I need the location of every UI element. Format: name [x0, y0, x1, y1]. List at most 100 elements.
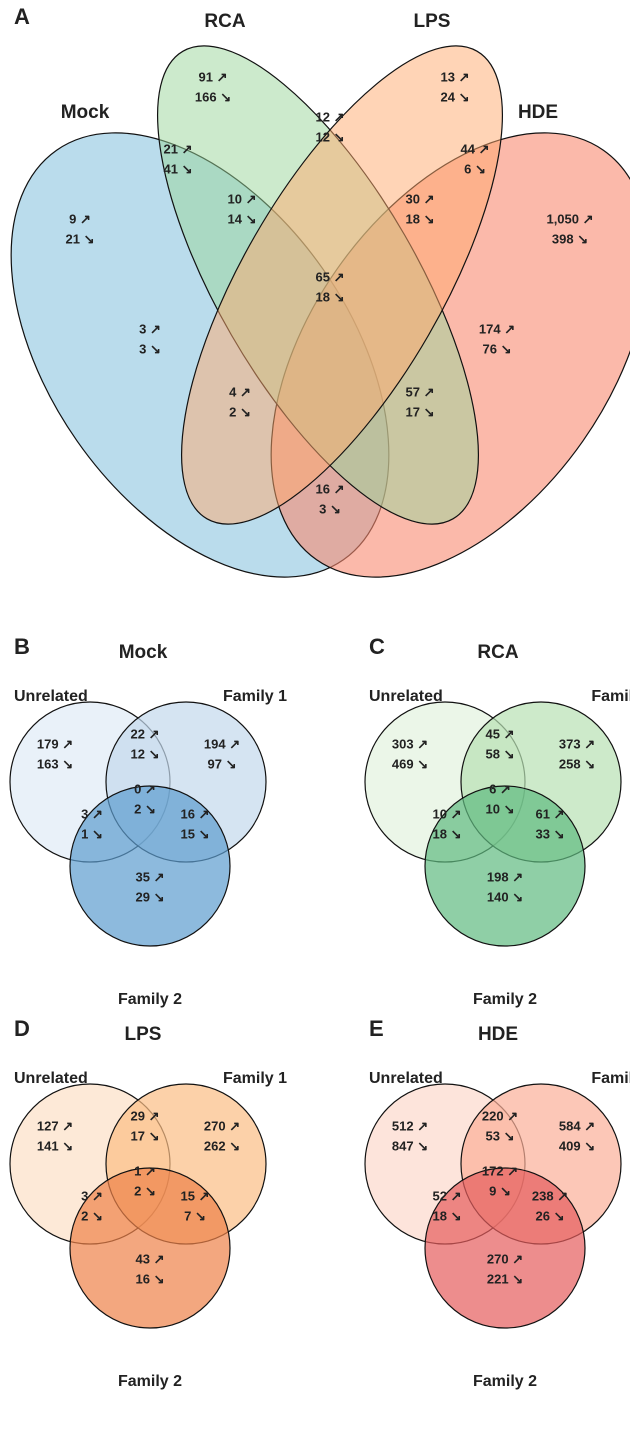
set-label: Unrelated: [14, 1070, 88, 1087]
region-up: 9 ↗: [69, 211, 91, 226]
panel-title: LPS: [125, 1024, 162, 1045]
region-up: 22 ↗: [131, 726, 160, 741]
region-up: 3 ↗: [81, 1188, 103, 1203]
region-up: 3 ↗: [139, 321, 161, 336]
region-down: 14 ↘: [228, 211, 257, 226]
venn-a: [10, 45, 630, 578]
region-down: 97 ↘: [208, 756, 237, 771]
set-label: RCA: [204, 11, 245, 32]
region-down: 3 ↘: [319, 501, 341, 516]
region-up: 270 ↗: [487, 1251, 523, 1266]
region-down: 262 ↘: [204, 1138, 240, 1153]
region-up: 303 ↗: [392, 736, 428, 751]
region-up: 13 ↗: [441, 69, 470, 84]
set-label: Family 2: [118, 991, 182, 1008]
region-down: 12 ↘: [131, 746, 160, 761]
region-up: 127 ↗: [37, 1118, 73, 1133]
region-up: 174 ↗: [479, 321, 515, 336]
region-down: 2 ↘: [229, 404, 251, 419]
region-down: 17 ↘: [131, 1128, 160, 1143]
panel-title: RCA: [477, 642, 518, 663]
region-down: 1 ↘: [81, 826, 103, 841]
set-circle: [69, 1167, 231, 1329]
region-up: 61 ↗: [536, 806, 565, 821]
region-up: 172 ↗: [482, 1163, 518, 1178]
region-up: 15 ↗: [181, 1188, 210, 1203]
region-up: 220 ↗: [482, 1108, 518, 1123]
set-label: Unrelated: [369, 1070, 443, 1087]
region-up: 0 ↗: [134, 781, 156, 796]
region-up: 3 ↗: [81, 806, 103, 821]
region-down: 398 ↘: [552, 231, 588, 246]
region-up: 91 ↗: [199, 69, 228, 84]
set-label: Family 2: [473, 991, 537, 1008]
region-up: 179 ↗: [37, 736, 73, 751]
region-down: 26 ↘: [536, 1208, 565, 1223]
region-down: 7 ↘: [184, 1208, 206, 1223]
region-up: 16 ↗: [316, 481, 345, 496]
region-up: 35 ↗: [136, 869, 165, 884]
region-down: 6 ↘: [464, 161, 486, 176]
region-down: 76 ↘: [483, 341, 512, 356]
set-circle: [424, 1167, 586, 1329]
region-down: 469 ↘: [392, 756, 428, 771]
region-down: 9 ↘: [489, 1183, 511, 1198]
set-label: Family: [591, 688, 630, 705]
region-down: 140 ↘: [487, 889, 523, 904]
set-label: Family 1: [223, 688, 287, 705]
set-ellipse: [181, 45, 503, 525]
panel-letter: D: [14, 1016, 30, 1041]
panel-letter: B: [14, 634, 30, 659]
region-up: 21 ↗: [164, 141, 193, 156]
set-label: Family 2: [118, 1373, 182, 1390]
panel-letter: C: [369, 634, 385, 659]
set-label: Unrelated: [14, 688, 88, 705]
region-down: 847 ↘: [392, 1138, 428, 1153]
region-down: 24 ↘: [441, 89, 470, 104]
region-up: 12 ↗: [316, 109, 345, 124]
region-down: 18 ↘: [316, 289, 345, 304]
region-down: 16 ↘: [136, 1271, 165, 1286]
region-up: 10 ↗: [433, 806, 462, 821]
region-up: 29 ↗: [131, 1108, 160, 1123]
region-down: 258 ↘: [559, 756, 595, 771]
region-down: 18 ↘: [433, 826, 462, 841]
set-label: Family 1: [223, 1070, 287, 1087]
set-circle: [69, 785, 231, 947]
panel-letter: A: [14, 4, 30, 29]
region-up: 43 ↗: [136, 1251, 165, 1266]
region-up: 1,050 ↗: [546, 211, 593, 226]
region-up: 44 ↗: [461, 141, 490, 156]
region-down: 41 ↘: [164, 161, 193, 176]
region-up: 65 ↗: [316, 269, 345, 284]
set-label: Family: [591, 1070, 630, 1087]
region-up: 512 ↗: [392, 1118, 428, 1133]
panel-title: HDE: [478, 1024, 518, 1045]
region-up: 57 ↗: [406, 384, 435, 399]
region-down: 166 ↘: [195, 89, 231, 104]
region-up: 10 ↗: [228, 191, 257, 206]
region-down: 21 ↘: [66, 231, 95, 246]
region-up: 52 ↗: [433, 1188, 462, 1203]
region-down: 10 ↘: [486, 801, 515, 816]
region-up: 270 ↗: [204, 1118, 240, 1133]
region-up: 373 ↗: [559, 736, 595, 751]
region-up: 1 ↗: [134, 1163, 156, 1178]
set-label: Mock: [61, 102, 110, 123]
region-down: 15 ↘: [181, 826, 210, 841]
region-down: 53 ↘: [486, 1128, 515, 1143]
set-label: Unrelated: [369, 688, 443, 705]
region-down: 18 ↘: [433, 1208, 462, 1223]
region-down: 3 ↘: [139, 341, 161, 356]
region-down: 29 ↘: [136, 889, 165, 904]
set-label: HDE: [518, 102, 558, 123]
region-down: 2 ↘: [134, 801, 156, 816]
region-up: 194 ↗: [204, 736, 240, 751]
region-down: 409 ↘: [559, 1138, 595, 1153]
region-down: 221 ↘: [487, 1271, 523, 1286]
region-up: 6 ↗: [489, 781, 511, 796]
region-up: 16 ↗: [181, 806, 210, 821]
region-down: 12 ↘: [316, 129, 345, 144]
region-up: 30 ↗: [406, 191, 435, 206]
region-up: 238 ↗: [532, 1188, 568, 1203]
